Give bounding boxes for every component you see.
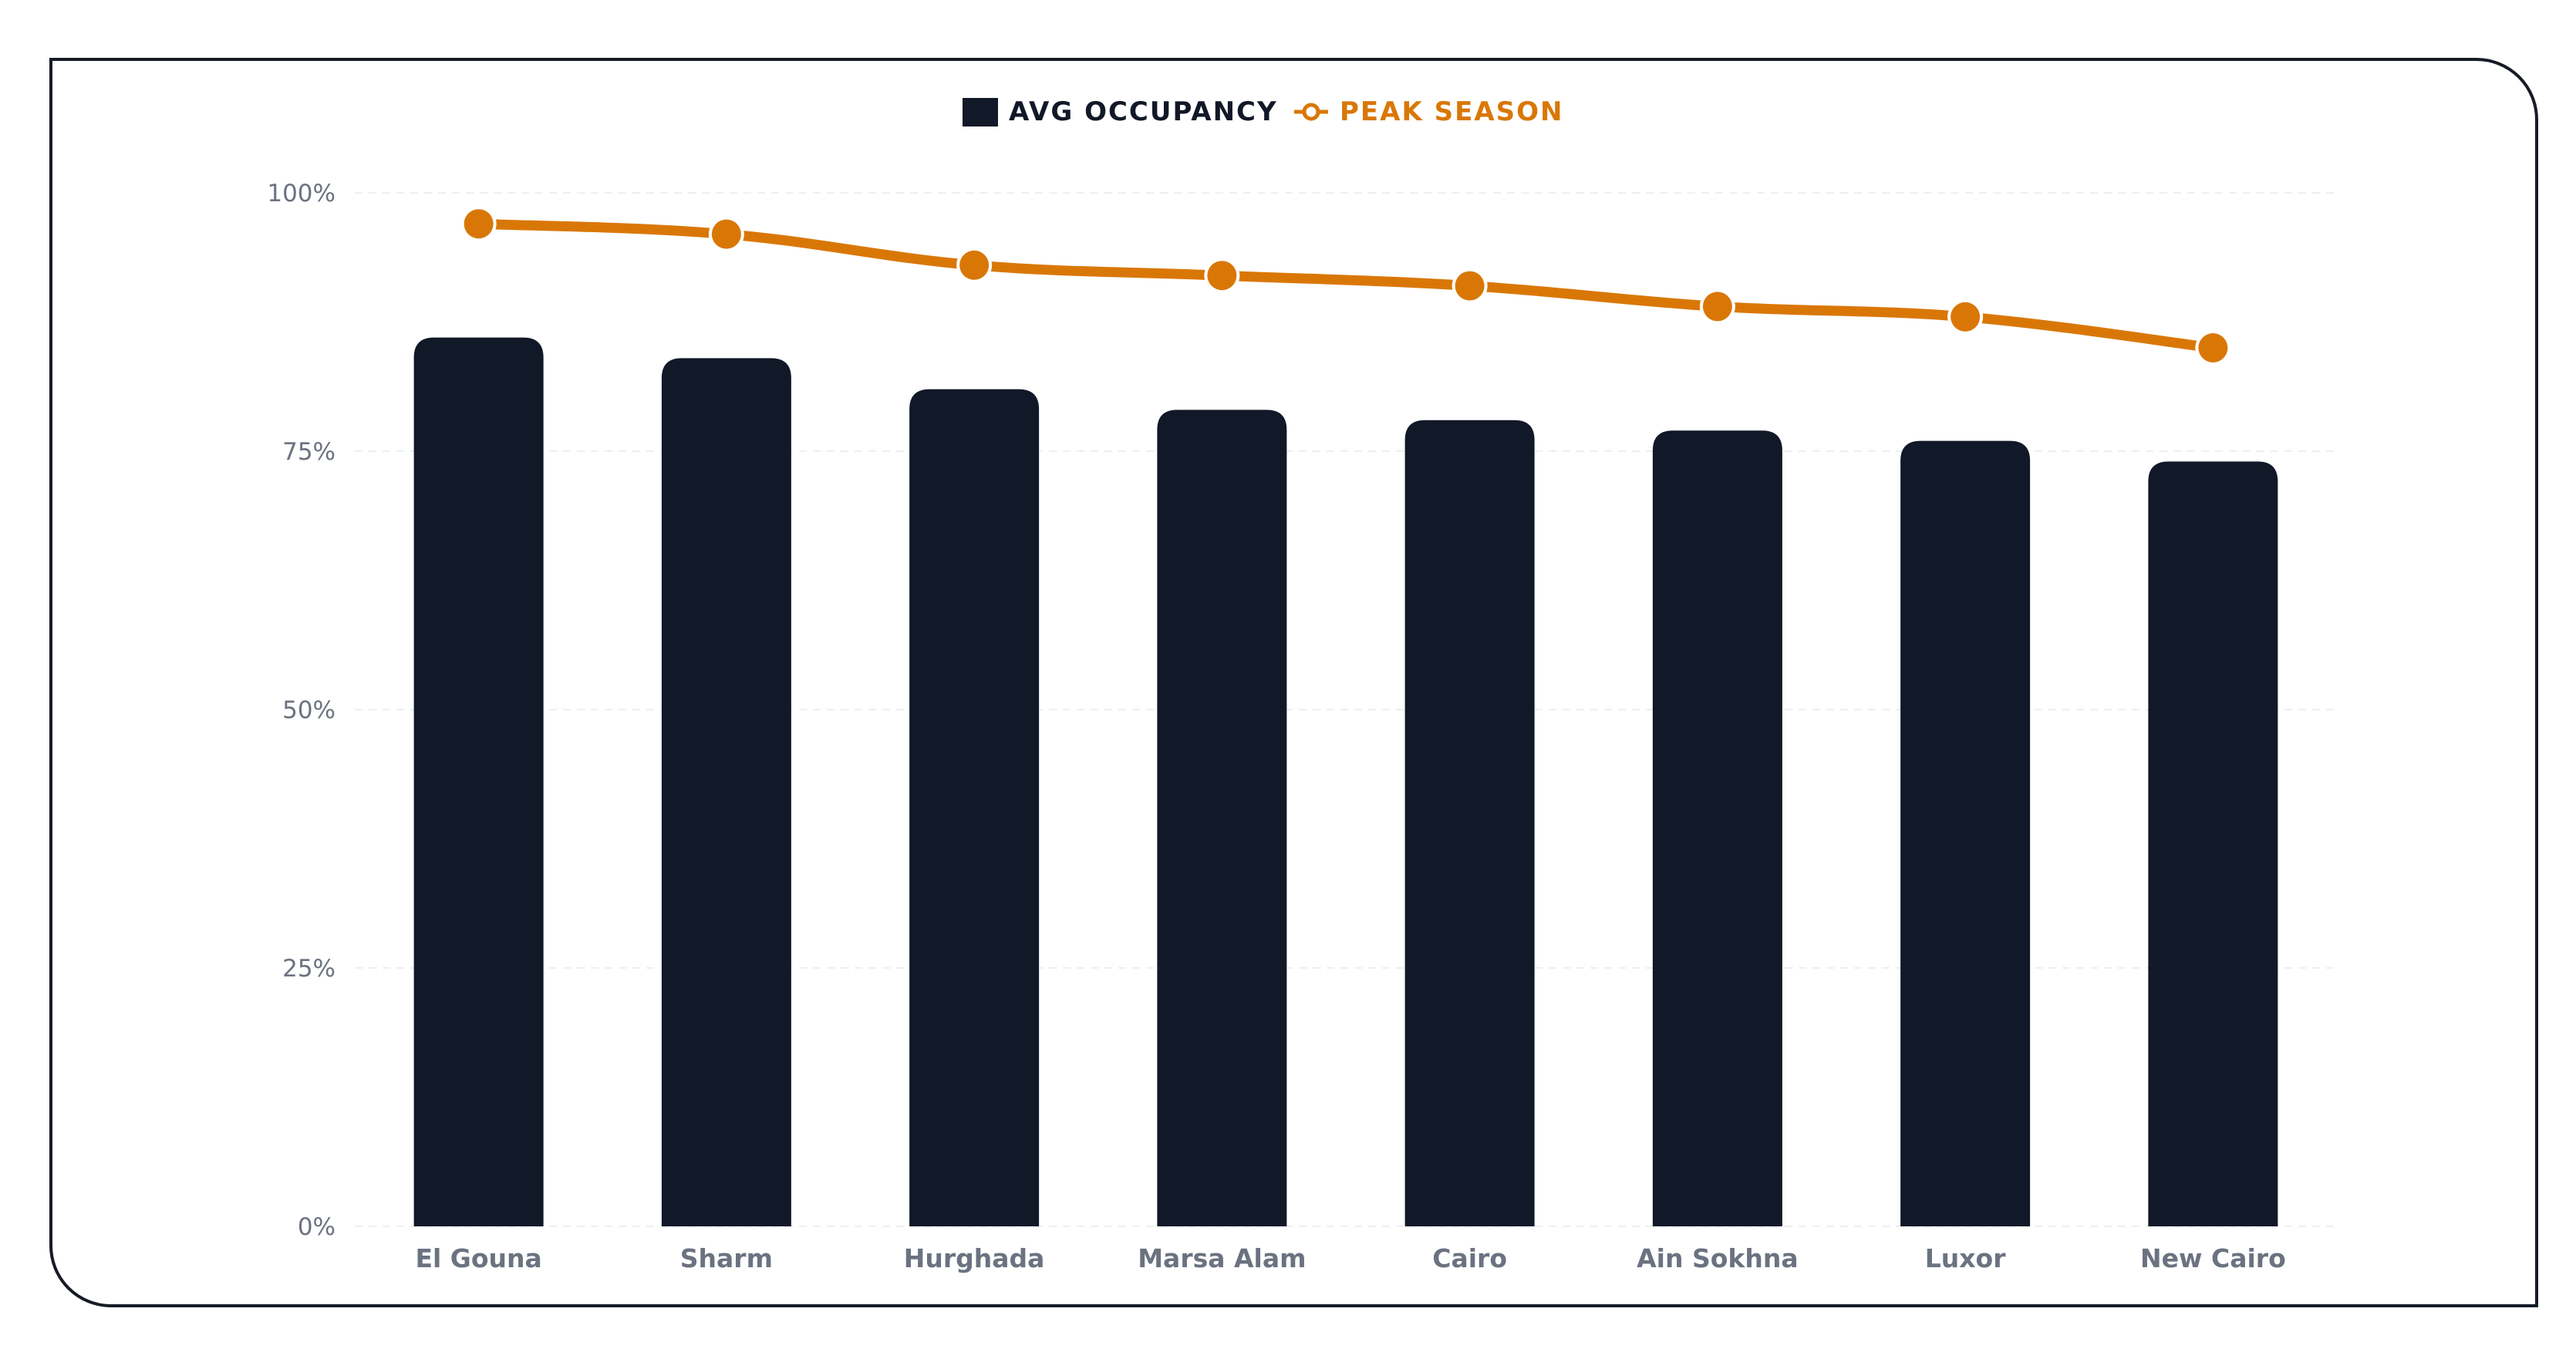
peak-season-point-luxor [1951,302,1981,332]
y-tick-label: 75% [282,438,335,466]
y-tick-label: 25% [282,955,335,983]
bar-luxor [1900,440,2031,1226]
x-tick-label: Luxor [1925,1243,2006,1273]
y-axis: 0% 25% 50% 75% 100% [267,180,335,1241]
legend-swatch-avg-occupancy [963,98,998,126]
bar-cairo [1404,420,1535,1226]
legend-label-peak-season: PEAK SEASON [1340,96,1564,127]
legend-label-avg-occupancy: AVG OCCUPANCY [1009,96,1278,127]
peak-season-point-el-gouna [464,209,494,239]
x-axis: El Gouna Sharm Hurghada Marsa Alam Cairo Ain … [415,1243,2285,1273]
legend-swatch-peak-season-marker [1302,103,1320,121]
peak-season-point-marsa-alam [1207,261,1237,291]
peak-season-point-new-cairo [2198,333,2228,363]
y-tick-label: 100% [267,180,335,207]
peak-season-point-ain-sokhna [1702,292,1732,322]
x-tick-label: New Cairo [2140,1243,2286,1273]
bar-marsa-alam [1157,410,1287,1226]
y-tick-label: 50% [282,696,335,724]
chart-legend: AVG OCCUPANCY PEAK SEASON [963,96,1564,127]
x-tick-label: El Gouna [415,1243,541,1273]
y-tick-label: 0% [298,1213,335,1241]
x-tick-label: Marsa Alam [1138,1243,1306,1273]
bar-hurghada [909,389,1040,1227]
peak-season-line [474,218,2218,353]
peak-season-point-hurghada [959,250,990,280]
peak-season-point-cairo [1455,271,1485,301]
x-tick-label: Sharm [680,1243,773,1273]
bar-el-gouna [413,337,544,1227]
grid-lines [355,192,2337,1227]
line-series-peak-season [460,206,2231,366]
x-tick-label: Cairo [1432,1243,1507,1273]
bar-sharm [661,358,791,1226]
bar-ain-sokhna [1652,430,1782,1227]
bar-new-cairo [2148,461,2278,1226]
x-tick-label: Hurghada [904,1243,1045,1273]
bar-series-avg-occupancy [413,337,2278,1227]
peak-season-point-sharm [711,219,741,249]
x-tick-label: Ain Sokhna [1637,1243,1798,1273]
